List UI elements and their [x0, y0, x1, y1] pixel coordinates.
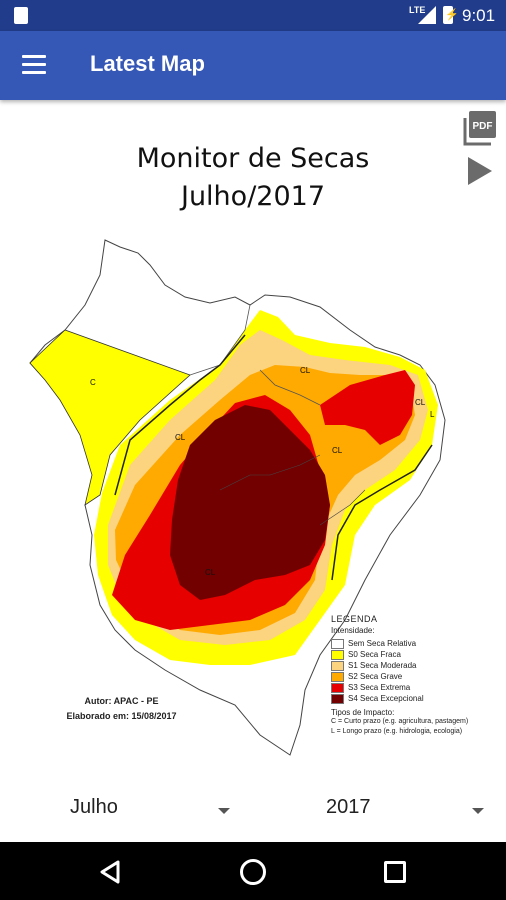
region-label: CL: [205, 568, 216, 577]
legend-item-label: S3 Seca Extrema: [348, 683, 411, 692]
impact-long: L = Longo prazo (e.g. hidrologia, ecolog…: [331, 728, 463, 735]
state-border: [219, 474, 270, 491]
legend-swatch: [331, 660, 344, 671]
region-label: CL: [332, 446, 343, 455]
legend-item: S0 Seca Fraca: [331, 649, 506, 660]
legend-swatch: [331, 638, 344, 649]
network-type: LTE: [409, 5, 426, 15]
back-icon[interactable]: [99, 860, 121, 884]
legend-swatch: [331, 649, 344, 660]
year-value: 2017: [326, 796, 371, 818]
legend-swatch: [331, 693, 344, 704]
legend: LEGENDA Intensidade: Sem Seca Relativa S…: [331, 614, 506, 737]
zone-s0-west: [29, 329, 191, 506]
recents-icon[interactable]: [384, 861, 406, 883]
menu-icon[interactable]: [22, 55, 46, 75]
status-bar: LTE ⚡ 9:01: [0, 0, 506, 31]
region-label: CL: [415, 398, 426, 407]
app-bar: Latest Map: [0, 31, 506, 100]
play-icon[interactable]: [466, 156, 494, 186]
state-border: [269, 454, 321, 476]
legend-item-label: S0 Seca Fraca: [348, 650, 401, 659]
map-credits: Autor: APAC - PE Elaborado em: 15/08/201…: [44, 694, 199, 724]
region-label: L: [430, 410, 435, 419]
region-label: CL: [175, 433, 186, 442]
battery-icon: [443, 6, 453, 24]
credits-author: Autor: APAC - PE: [84, 696, 159, 706]
legend-swatch: [331, 682, 344, 693]
impact-short: C = Curto prazo (e.g. agricultura, pasta…: [331, 718, 469, 725]
legend-item-label: S4 Seca Excepcional: [348, 694, 424, 703]
battery-charging-icon: ⚡: [445, 9, 459, 21]
pdf-icon[interactable]: PDF: [462, 110, 498, 146]
map-title-line1: Monitor de Secas: [136, 143, 370, 174]
legend-item-label: Sem Seca Relativa: [348, 639, 417, 648]
year-selector[interactable]: 2017: [326, 790, 491, 830]
month-selector[interactable]: Julho: [70, 790, 240, 830]
drought-boundary: [331, 444, 433, 581]
sd-card-icon: [14, 7, 28, 24]
svg-text:PDF: PDF: [473, 121, 493, 132]
chevron-down-icon: [472, 808, 484, 814]
legend-item: S1 Seca Moderada: [331, 660, 506, 671]
legend-item: S4 Seca Excepcional: [331, 693, 506, 704]
drought-boundary: [114, 334, 246, 496]
state-border: [319, 489, 366, 526]
legend-title: LEGENDA: [331, 614, 378, 624]
zone-s3-east: [320, 370, 415, 445]
navigation-bar: [0, 842, 506, 900]
state-border: [259, 369, 321, 406]
drought-map: C CL CL CL CL CL L: [29, 239, 446, 756]
impact-title: Tipos de Impacto:: [331, 708, 395, 717]
state-border: [189, 304, 251, 376]
legend-item-label: S1 Seca Moderada: [348, 661, 417, 670]
region-label: CL: [300, 366, 311, 375]
chevron-down-icon: [218, 808, 230, 814]
legend-item: S3 Seca Extrema: [331, 682, 506, 693]
app-title: Latest Map: [90, 51, 205, 76]
legend-swatch: [331, 671, 344, 682]
map-title-line2: Julho/2017: [180, 181, 326, 212]
home-icon[interactable]: [240, 859, 266, 885]
legend-item: Sem Seca Relativa: [331, 638, 506, 649]
month-value: Julho: [70, 796, 118, 818]
zone-s4: [170, 405, 330, 600]
legend-intensity-label: Intensidade:: [331, 626, 375, 635]
map-title: Monitor de Secas Julho/2017: [0, 140, 506, 216]
legend-item-label: S2 Seca Grave: [348, 672, 403, 681]
signal-icon: [418, 6, 436, 24]
region-label: C: [90, 378, 96, 387]
legend-item: S2 Seca Grave: [331, 671, 506, 682]
clock: 9:01: [462, 6, 496, 25]
credits-date: Elaborado em: 15/08/2017: [66, 711, 177, 721]
